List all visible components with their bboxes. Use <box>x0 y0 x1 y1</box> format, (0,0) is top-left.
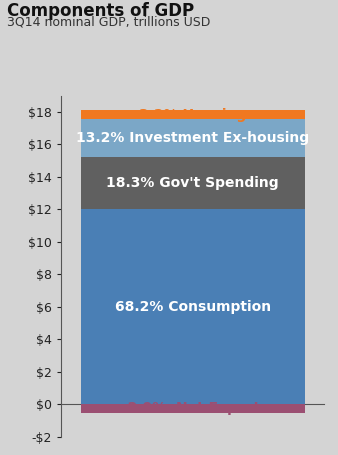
Text: 68.2% Consumption: 68.2% Consumption <box>115 300 271 314</box>
Text: 18.3% Gov't Spending: 18.3% Gov't Spending <box>106 176 279 190</box>
Bar <box>80 209 305 404</box>
Bar <box>80 404 305 413</box>
Text: 13.2% Investment Ex-housing: 13.2% Investment Ex-housing <box>76 131 309 145</box>
Bar <box>80 157 305 209</box>
Text: 3.2% Housing: 3.2% Housing <box>139 108 246 122</box>
Bar <box>80 119 305 157</box>
Bar <box>80 110 305 119</box>
Text: 3Q14 nominal GDP, trillions USD: 3Q14 nominal GDP, trillions USD <box>7 16 210 29</box>
Text: - 2.9%  Net Exports: - 2.9% Net Exports <box>117 401 268 415</box>
Text: Components of GDP: Components of GDP <box>7 2 194 20</box>
